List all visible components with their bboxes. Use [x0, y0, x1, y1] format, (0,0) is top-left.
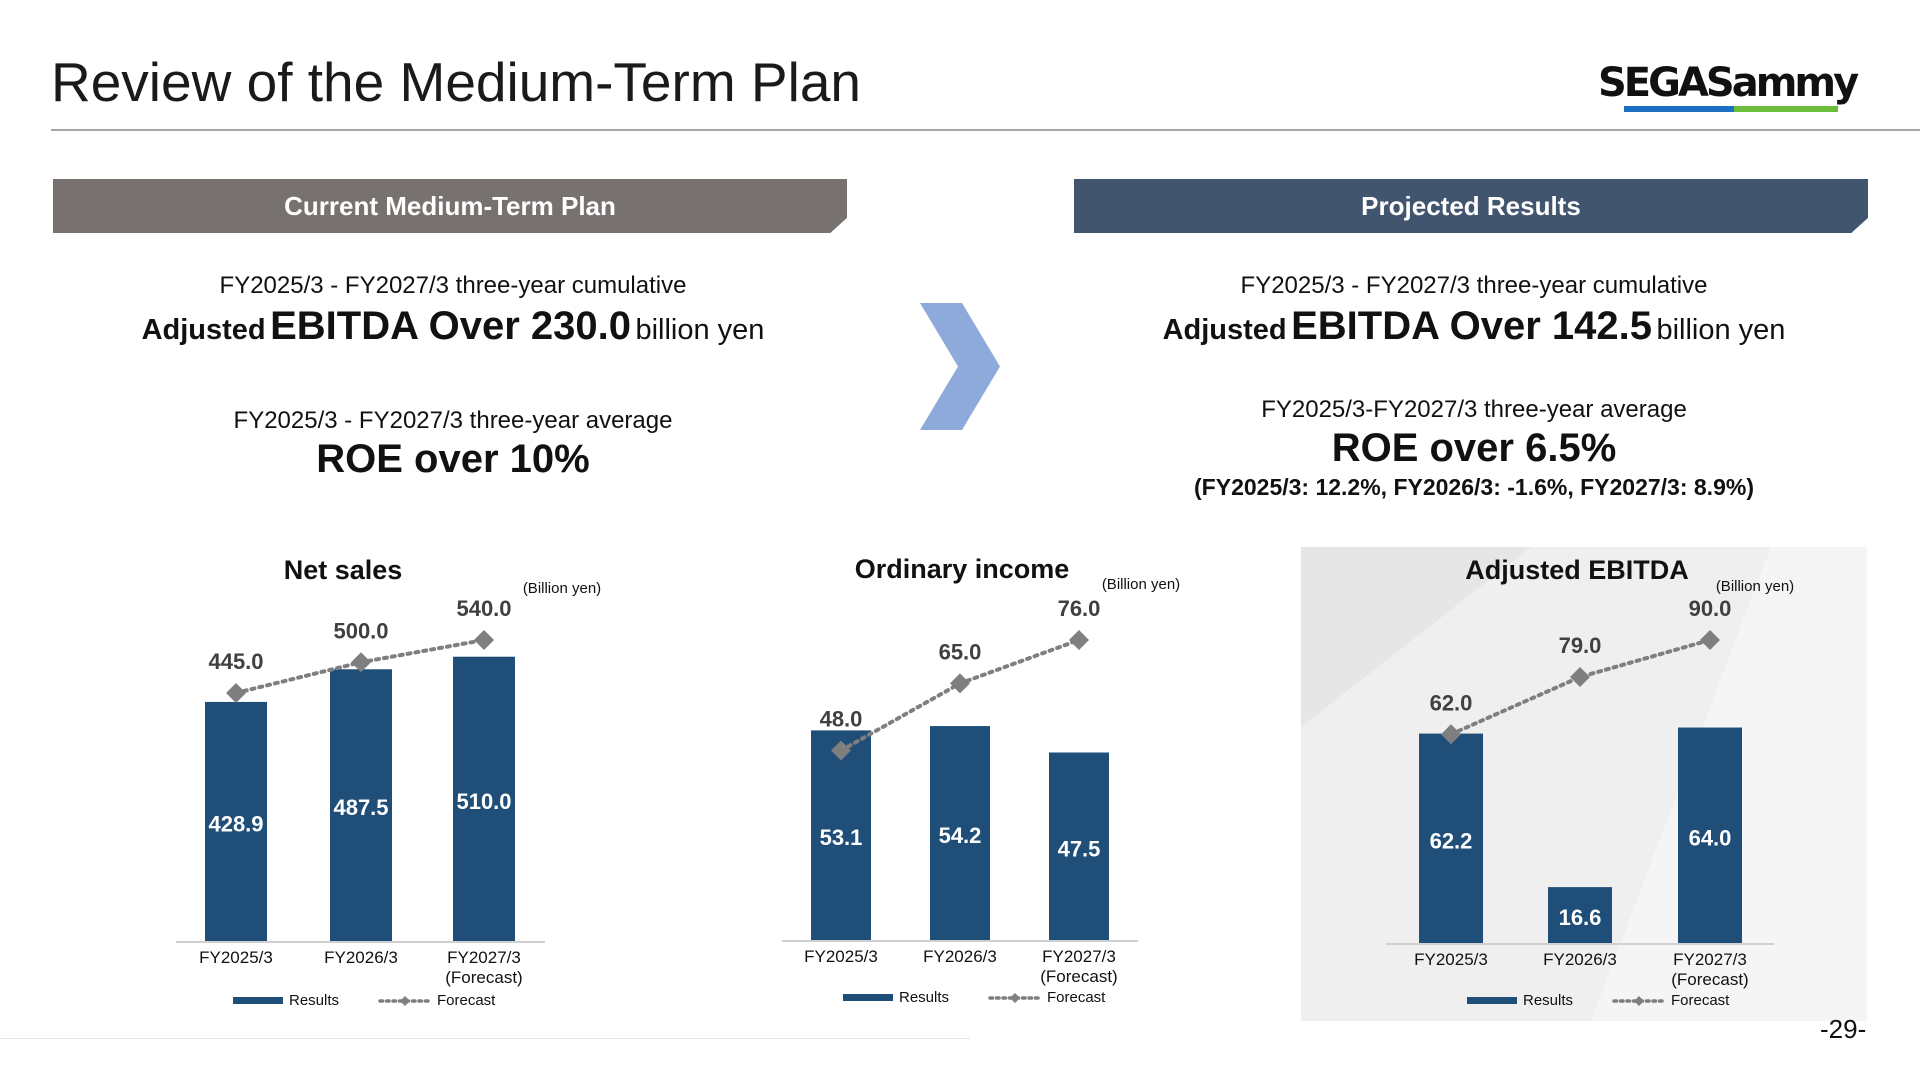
bar-data-label: 47.5 — [1058, 836, 1101, 861]
forecast-point — [1069, 630, 1089, 650]
bar-data-label: 62.2 — [1430, 828, 1473, 853]
forecast-data-label: 540.0 — [456, 596, 511, 621]
category-label: FY2025/3 — [804, 947, 878, 966]
forecast-point — [474, 630, 494, 650]
category-label: FY2025/3 — [199, 948, 273, 967]
bar-results — [811, 730, 871, 940]
bar-results — [330, 669, 392, 941]
forecast-point — [1441, 724, 1461, 745]
logo-wordmark: SEGASammy — [1598, 60, 1859, 106]
bar-data-label: 64.0 — [1689, 825, 1732, 850]
right-cumulative-label: FY2025/3 - FY2027/3 three-year cumulativ… — [1240, 272, 1708, 299]
left-ebitda-unit: billion yen — [635, 314, 765, 346]
legend-forecast-marker — [1010, 993, 1020, 1003]
legend-results-swatch — [233, 997, 283, 1004]
legend-results-swatch — [843, 994, 893, 1001]
left-ebitda-prefix: Adjusted — [141, 314, 266, 346]
title-divider — [51, 129, 1920, 131]
bar-data-label: 53.1 — [820, 825, 863, 850]
right-average-label: FY2025/3-FY2027/3 three-year average — [1261, 396, 1687, 423]
bar-data-label: 428.9 — [208, 811, 263, 836]
legend-results-swatch — [1467, 997, 1517, 1004]
projected-results-banner: Projected Results — [1074, 179, 1868, 233]
company-logo: SEGASammy — [1598, 60, 1870, 118]
forecast-point — [831, 740, 851, 761]
bar-data-label: 487.5 — [333, 795, 388, 820]
category-label: FY2026/3 — [1543, 950, 1617, 969]
category-label: FY2027/3 — [1673, 950, 1747, 969]
left-ebitda-value: EBITDA Over 230.0 — [270, 304, 631, 348]
category-label: FY2027/3 — [447, 948, 521, 967]
bar-data-label: 510.0 — [456, 789, 511, 814]
chart-title: Ordinary income — [855, 554, 1070, 584]
forecast-data-label: 76.0 — [1058, 596, 1101, 621]
right-roe-detail: (FY2025/3: 12.2%, FY2026/3: -1.6%, FY202… — [1194, 474, 1754, 500]
bar-results — [1678, 727, 1742, 943]
page-title: Review of the Medium-Term Plan — [51, 51, 862, 113]
legend-results-label: Results — [899, 989, 949, 1006]
right-ebitda-prefix: Adjusted — [1162, 314, 1287, 346]
forecast-point — [950, 673, 970, 694]
forecast-point — [351, 652, 371, 673]
left-cumulative-label: FY2025/3 - FY2027/3 three-year cumulativ… — [219, 272, 687, 299]
left-average-label: FY2025/3 - FY2027/3 three-year average — [233, 407, 673, 434]
category-label: FY2025/3 — [1414, 950, 1488, 969]
legend-forecast-marker — [400, 996, 410, 1006]
forecast-data-label: 445.0 — [208, 649, 263, 674]
forecast-line — [1449, 638, 1712, 737]
bar-data-label: 16.6 — [1559, 905, 1602, 930]
bar-results — [930, 726, 990, 940]
bar-results — [205, 701, 267, 941]
forecast-point — [226, 682, 246, 703]
legend-results-label: Results — [289, 992, 339, 1009]
category-label: FY2026/3 — [324, 948, 398, 967]
bar-results — [1049, 752, 1109, 940]
forecast-point — [1700, 630, 1720, 650]
forecast-data-label: 48.0 — [820, 707, 863, 732]
category-label: FY2027/3 — [1042, 947, 1116, 966]
bar-data-label: 54.2 — [939, 823, 982, 848]
chart-unit-label: (Billion yen) — [1716, 578, 1794, 595]
category-sublabel: (Forecast) — [1671, 970, 1748, 989]
legend-forecast-marker — [1634, 996, 1644, 1006]
forecast-point — [1570, 667, 1590, 688]
left-ebitda-target: Adjusted EBITDA Over 230.0 billion yen — [53, 304, 853, 349]
logo-green-bar — [1734, 106, 1838, 112]
legend-forecast-label: Forecast — [1047, 989, 1106, 1006]
right-ebitda-result: Adjusted EBITDA Over 142.5 billion yen — [1074, 304, 1874, 349]
right-ebitda-unit: billion yen — [1656, 314, 1786, 346]
footer-divider — [0, 1038, 970, 1039]
forecast-data-label: 500.0 — [333, 618, 388, 643]
category-sublabel: (Forecast) — [445, 968, 522, 987]
right-ebitda-value: EBITDA Over 142.5 — [1291, 304, 1652, 348]
legend-forecast-label: Forecast — [1671, 992, 1730, 1009]
forecast-data-label: 79.0 — [1559, 633, 1602, 658]
bar-results — [453, 656, 515, 941]
category-label: FY2026/3 — [923, 947, 997, 966]
current-plan-banner: Current Medium-Term Plan — [53, 179, 847, 233]
forecast-data-label: 65.0 — [939, 639, 982, 664]
left-roe-target: ROE over 10% — [316, 437, 590, 481]
bar-results — [1419, 733, 1483, 943]
chevron-right-icon — [920, 303, 1000, 430]
forecast-data-label: 62.0 — [1430, 690, 1473, 715]
legend-results-label: Results — [1523, 992, 1573, 1009]
page-number: -29- — [1820, 1014, 1867, 1044]
chart-title: Adjusted EBITDA — [1465, 555, 1689, 585]
logo-blue-bar — [1624, 106, 1734, 112]
forecast-data-label: 90.0 — [1689, 596, 1732, 621]
category-sublabel: (Forecast) — [1040, 967, 1117, 986]
chart-unit-label: (Billion yen) — [523, 580, 601, 597]
chart-title: Net sales — [284, 555, 403, 585]
legend-forecast-label: Forecast — [437, 992, 496, 1009]
chart-unit-label: (Billion yen) — [1102, 576, 1180, 593]
right-roe-result: ROE over 6.5% — [1331, 426, 1617, 470]
bar-results — [1548, 887, 1612, 943]
